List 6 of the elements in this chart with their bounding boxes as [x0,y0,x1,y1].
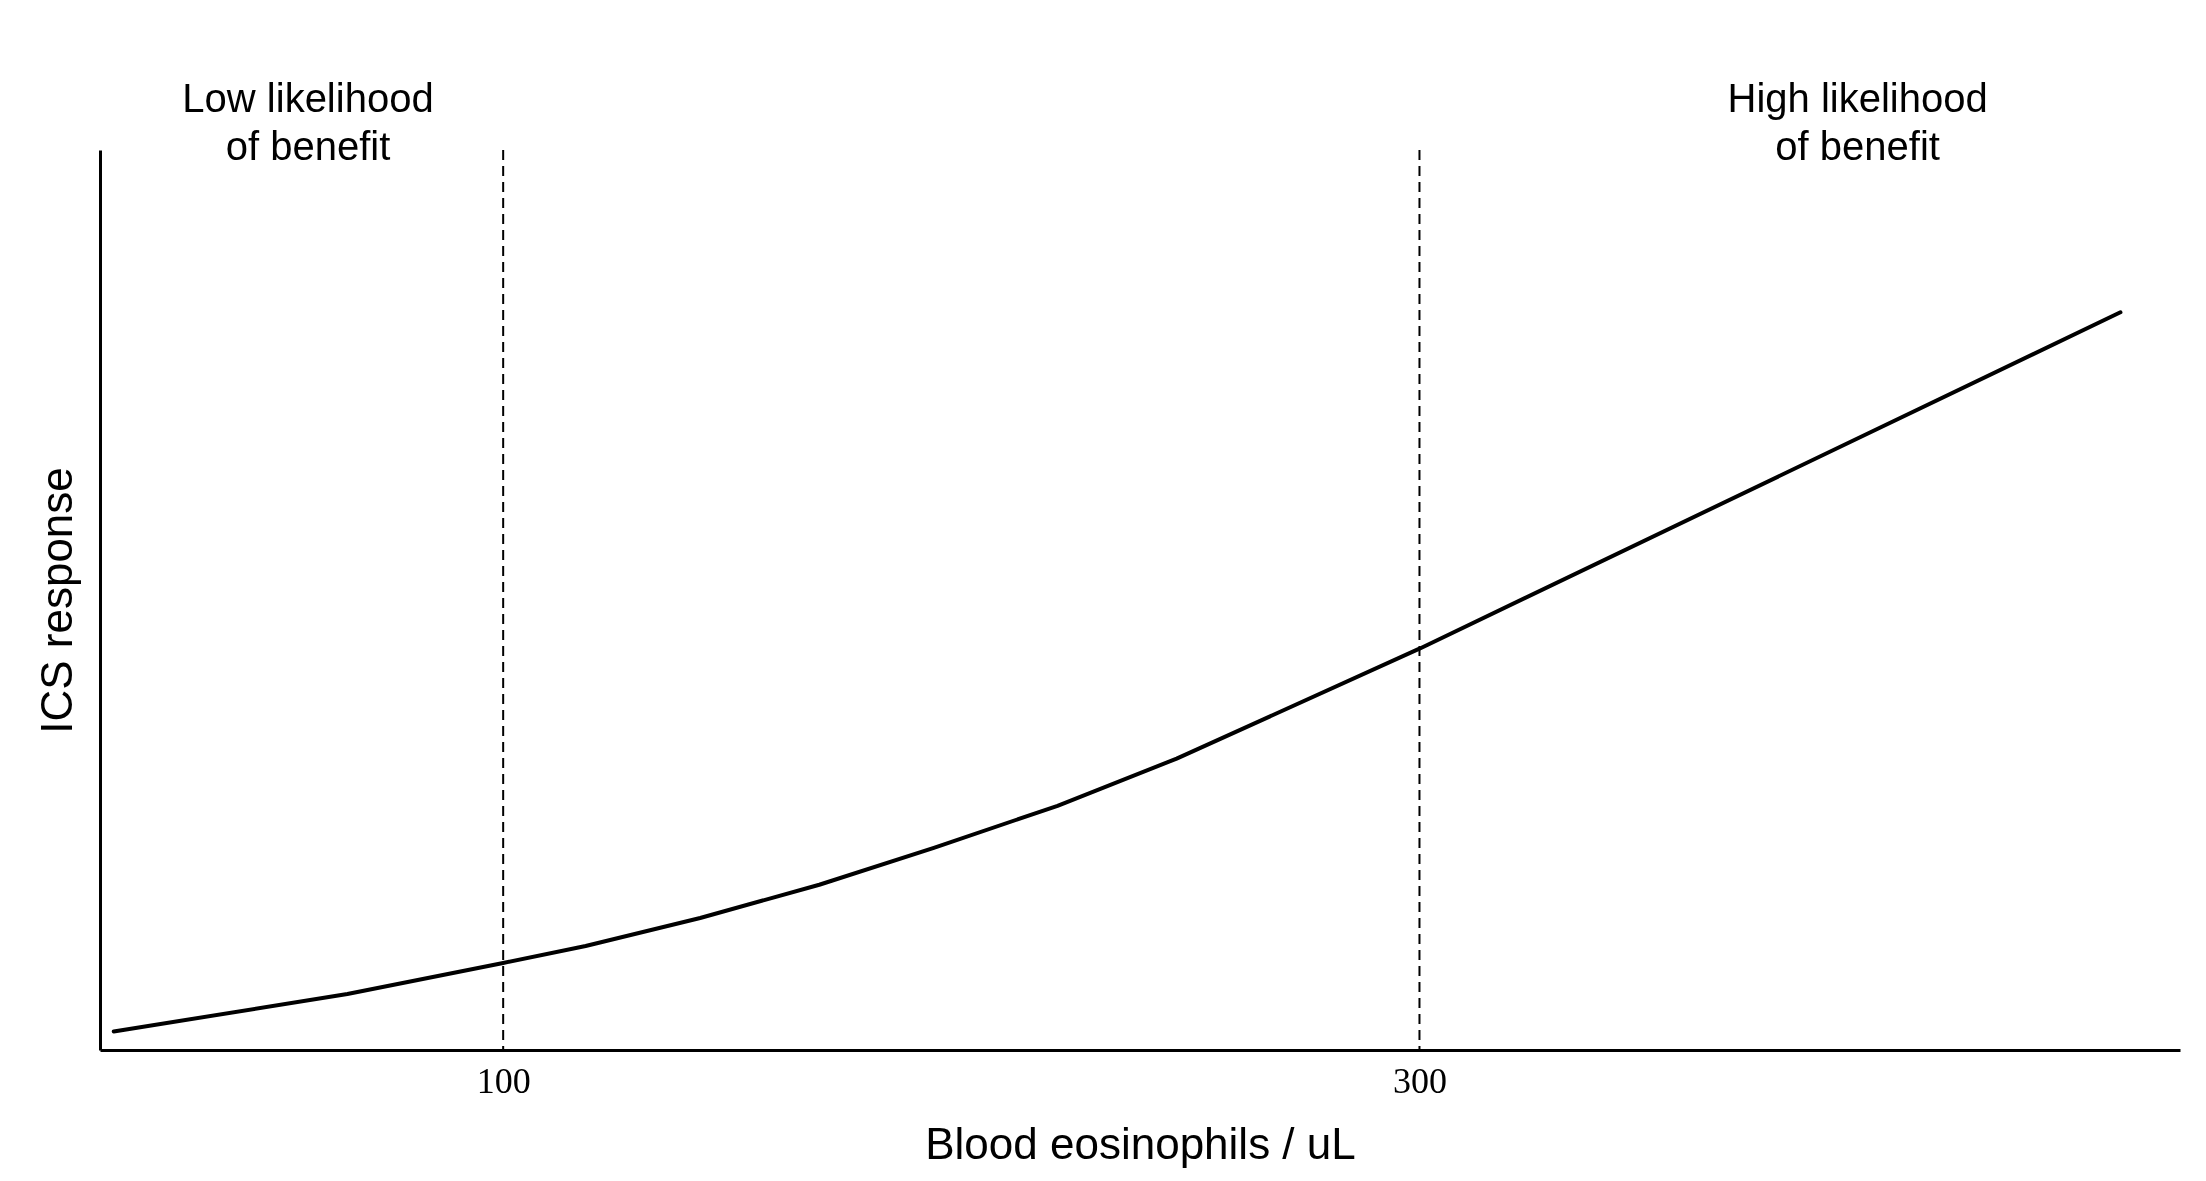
x-tick-label: 100 [476,1060,531,1101]
x-tick-label: 300 [1392,1060,1447,1101]
x-axis-title: Blood eosinophils / uL [925,1118,1356,1168]
y-axis-title: ICS response [31,467,81,734]
text: High likelihood of benefit [1727,76,1988,168]
text: Low likelihood of benefit [182,76,434,168]
